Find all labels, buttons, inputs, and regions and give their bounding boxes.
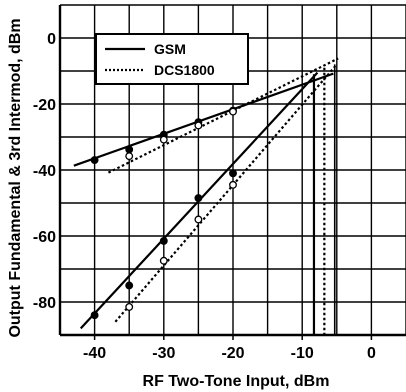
data-point-gsm [125,145,134,154]
series-layer [73,57,339,335]
data-point-gsm [90,156,99,165]
x-tick-label: -40 [83,345,106,362]
data-point-gsm [90,311,99,320]
y-tick-label: -80 [33,295,56,312]
y-tick-label: -20 [33,97,56,114]
data-point-gsm [125,281,134,290]
x-axis-title: RF Two-Tone Input, dBm [143,373,330,390]
legend-label-gsm: GSM [154,41,186,57]
x-tick-label: 0 [367,345,376,362]
legend-box [95,33,249,85]
x-tick-label: -30 [152,345,175,362]
im3-line-dcs1800 [114,63,338,323]
y-axis-title: Output Fundamental & 3rd Intermod, dBm [7,18,24,337]
y-tick-label: -40 [33,163,56,180]
tick-labels: -40 -30 -20 -10 0 0 -20 -40 -60 -80 [33,31,376,362]
x-tick-label: -10 [291,345,314,362]
legend-label-dcs1800: DCS1800 [154,62,215,78]
data-point-gsm [159,236,168,245]
data-point-dcs1800 [229,180,237,189]
legend: GSM DCS1800 [95,33,249,85]
x-tick-label: -20 [221,345,244,362]
data-point-gsm [229,169,237,178]
data-point-dcs1800 [194,215,203,224]
data-point-gsm [194,194,203,202]
fundamental-line-gsm [73,72,334,167]
y-tick-label: -60 [33,229,56,246]
data-point-dcs1800 [125,303,134,311]
data-point-dcs1800 [194,121,203,130]
data-point-dcs1800 [159,135,168,144]
y-tick-label: 0 [47,31,56,48]
data-point-dcs1800 [159,256,168,265]
data-point-dcs1800 [229,107,237,116]
data-point-dcs1800 [125,152,134,161]
